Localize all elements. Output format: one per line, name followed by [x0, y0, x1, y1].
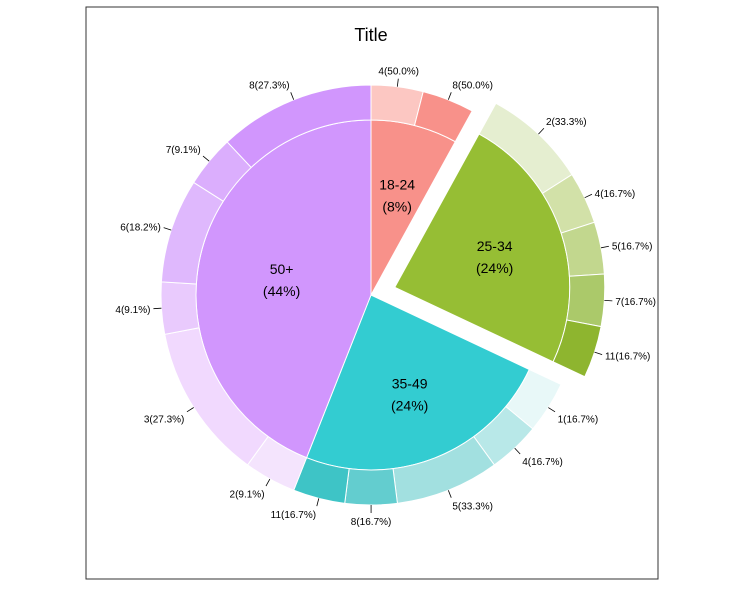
outer-label-18-24-0: 4(50.0%): [378, 67, 419, 78]
outer-label-50-5: 8(27.3%): [249, 81, 290, 92]
slices-group: [160, 84, 606, 506]
inner-percent-18-24: (8%): [382, 198, 412, 214]
outer-leader-50-1: [186, 407, 194, 413]
outer-label-25-34-4: 11(16.7%): [605, 352, 650, 363]
outer-slice-50-2: [160, 281, 200, 335]
outer-leader-18-24-1: [447, 92, 452, 100]
outer-slice-50-5: [226, 84, 372, 169]
outer-leader-35-49-1: [514, 447, 521, 455]
inner-label-35-49: 35-49: [392, 376, 428, 392]
outer-slice-35-49-3: [344, 468, 398, 506]
outer-leader-50-5: [290, 92, 295, 100]
outer-label-50-2: 4(9.1%): [115, 305, 150, 316]
outer-leader-50-3: [163, 227, 172, 231]
inner-percent-50: (44%): [263, 283, 300, 299]
outer-label-25-34-1: 4(16.7%): [595, 189, 636, 200]
outer-label-50-4: 7(9.1%): [166, 145, 201, 156]
outer-leader-25-34-2: [600, 245, 609, 249]
outer-slice-18-24-0: [370, 84, 424, 127]
labels-group: 18-24 (8%) 4(50.0%) 8(50.0%) 25-34 (24%) 2(33.…: [115, 67, 656, 528]
outer-label-18-24-1: 8(50.0%): [452, 81, 493, 92]
chart-title: Title: [354, 25, 387, 45]
outer-label-25-34-0: 2(33.3%): [546, 117, 587, 128]
inner-label-25-34: 25-34: [477, 238, 513, 254]
outer-leader-50-4: [202, 155, 210, 162]
outer-leader-18-24-0: [396, 78, 399, 87]
outer-slice-18-24-1: [413, 90, 473, 143]
inner-percent-35-49: (24%): [391, 398, 428, 414]
outer-label-35-49-0: 1(16.7%): [558, 414, 599, 425]
outer-leader-25-34-4: [594, 351, 603, 355]
outer-label-35-49-3: 8(16.7%): [351, 517, 392, 528]
outer-label-25-34-2: 5(16.7%): [612, 242, 653, 253]
outer-label-50-0: 2(9.1%): [230, 490, 265, 501]
outer-slice-25-34-3: [566, 273, 606, 328]
outer-leader-50-2: [153, 307, 162, 310]
outer-label-35-49-2: 5(33.3%): [452, 501, 493, 512]
outer-leader-35-49-2: [447, 490, 452, 498]
outer-label-35-49-1: 4(16.7%): [522, 457, 563, 468]
outer-leader-25-34-1: [584, 193, 593, 199]
outer-label-35-49-4: 11(16.7%): [271, 510, 316, 521]
outer-slice-25-34-4: [552, 319, 602, 378]
outer-leader-35-49-4: [316, 498, 320, 507]
outer-label-25-34-3: 7(16.7%): [615, 297, 656, 308]
outer-label-50-1: 3(27.3%): [144, 414, 185, 425]
inner-percent-25-34: (24%): [476, 260, 513, 276]
outer-label-50-3: 6(18.2%): [120, 223, 161, 234]
outer-leader-50-0: [265, 478, 271, 487]
inner-label-50: 50+: [270, 261, 294, 277]
outer-leader-35-49-0: [548, 407, 556, 413]
inner-label-18-24: 18-24: [379, 176, 415, 192]
outer-leader-25-34-0: [538, 128, 545, 135]
